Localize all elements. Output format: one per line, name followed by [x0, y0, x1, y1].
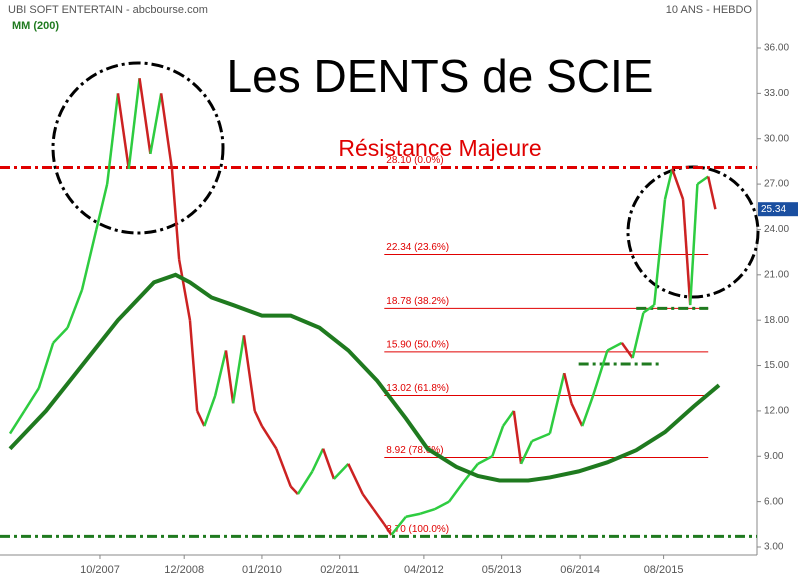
y-tick-label: 24.00	[764, 224, 789, 235]
y-tick-label: 36.00	[764, 43, 789, 54]
price-segment	[253, 410, 264, 427]
fib-label: 28.10 (0.0%)	[386, 155, 443, 166]
price-segment	[149, 93, 163, 155]
y-tick-label: 21.00	[764, 269, 789, 280]
x-tick-label: 05/2013	[482, 564, 522, 576]
price-segment	[116, 93, 131, 170]
price-segment	[311, 448, 325, 472]
last-price-box	[758, 202, 798, 217]
price-segment	[434, 500, 450, 511]
price-segment	[405, 512, 421, 518]
price-segment	[196, 410, 206, 427]
fib-label: 15.90 (50.0%)	[386, 340, 449, 351]
highlight-circle	[51, 61, 225, 235]
price-segment	[581, 395, 595, 427]
price-segment	[620, 342, 634, 359]
legend-entry: MM (200)	[12, 20, 59, 32]
price-segment	[213, 350, 228, 397]
price-segment	[66, 289, 84, 329]
price-segment	[37, 342, 55, 389]
price-segment	[570, 402, 584, 427]
price-segment	[177, 259, 192, 321]
price-segment	[491, 425, 505, 457]
y-tick-label: 27.00	[764, 179, 789, 190]
price-segment	[372, 508, 386, 526]
price-segment	[260, 425, 278, 450]
price-segment	[652, 199, 667, 306]
y-tick-label: 15.00	[764, 360, 789, 371]
price-segment	[390, 515, 407, 536]
price-segment	[159, 93, 174, 170]
price-segment	[127, 78, 141, 170]
source: UBI SOFT ENTERTAIN - abcbourse.com	[8, 4, 208, 16]
price-segment	[696, 175, 709, 186]
price-segment	[706, 176, 717, 210]
y-tick-label: 12.00	[764, 406, 789, 417]
price-segment	[688, 184, 699, 306]
price-segment	[591, 350, 609, 397]
fib-label: 13.02 (61.8%)	[386, 383, 449, 394]
last-price-label: 25.34	[761, 204, 786, 215]
x-tick-label: 08/2015	[644, 564, 684, 576]
price-segment	[224, 350, 235, 404]
fib-label: 8.92 (78.6%)	[386, 445, 443, 456]
price-segment	[188, 320, 199, 412]
price-segment	[419, 508, 436, 515]
price-segment	[671, 168, 685, 200]
price-segment	[631, 312, 645, 359]
price-segment	[275, 448, 292, 487]
y-tick-label: 18.00	[764, 315, 789, 326]
price-segment	[681, 199, 692, 306]
price-segment	[52, 326, 69, 344]
x-tick-label: 06/2014	[560, 564, 600, 576]
price-segment	[563, 372, 573, 404]
price-segment	[23, 387, 40, 412]
moving-average	[8, 272, 721, 483]
price-segment	[448, 481, 465, 503]
price-segment	[138, 78, 152, 155]
price-segment	[347, 463, 364, 495]
price-segment	[502, 410, 515, 427]
price-segment	[519, 440, 533, 465]
x-tick-label: 12/2008	[164, 564, 204, 576]
fib-label: 22.34 (23.6%)	[386, 242, 449, 253]
chart-title: Les DENTS de SCIE	[227, 50, 654, 102]
price-segment	[642, 304, 655, 314]
price-segment	[296, 470, 314, 495]
price-segment	[231, 335, 246, 404]
price-segment	[95, 183, 109, 230]
price-segment	[321, 448, 336, 480]
price-segment	[170, 168, 181, 260]
y-tick-label: 9.00	[764, 451, 784, 462]
price-segment	[606, 341, 623, 352]
price-segment	[512, 410, 523, 465]
price-segment	[105, 93, 120, 185]
price-segment	[383, 523, 393, 536]
x-tick-label: 01/2010	[242, 564, 282, 576]
x-tick-label: 04/2012	[404, 564, 444, 576]
y-tick-label: 6.00	[764, 496, 784, 507]
price-segment	[203, 395, 217, 427]
price-segment	[80, 229, 98, 291]
y-tick-label: 30.00	[764, 133, 789, 144]
fib-label: 18.78 (38.2%)	[386, 296, 449, 307]
price-segment	[289, 485, 299, 495]
period: 10 ANS - HEBDO	[666, 4, 753, 16]
price-segment	[361, 493, 375, 510]
y-tick-label: 3.00	[764, 542, 784, 553]
price-segment	[548, 372, 566, 434]
fib-label: 3.70 (100.0%)	[386, 524, 449, 535]
x-tick-label: 10/2007	[80, 564, 120, 576]
y-tick-label: 33.00	[764, 88, 789, 99]
price-segment	[663, 168, 674, 200]
x-tick-label: 02/2011	[320, 564, 359, 576]
price-segment	[531, 432, 551, 443]
price-segment	[477, 455, 493, 465]
price-segment	[8, 410, 26, 435]
price-segment	[242, 335, 256, 412]
price-segment	[333, 462, 350, 480]
annotation: Résistance Majeure	[338, 135, 541, 161]
